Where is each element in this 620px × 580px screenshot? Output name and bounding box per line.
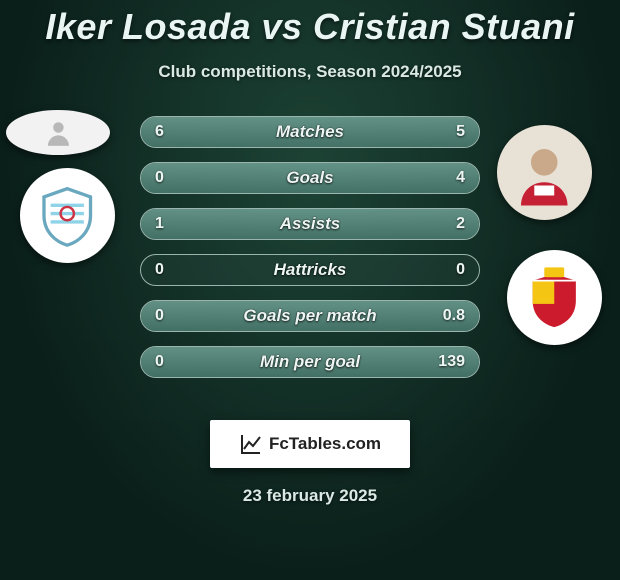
shield-icon	[521, 264, 588, 331]
shield-icon	[34, 182, 101, 249]
brand-badge: FcTables.com	[210, 420, 410, 468]
user-icon	[22, 117, 95, 149]
stat-value-left: 6	[155, 123, 164, 141]
stat-value-right: 2	[456, 215, 465, 233]
brand-label: FcTables.com	[269, 434, 381, 454]
stat-value-right: 5	[456, 123, 465, 141]
stat-value-left: 0	[155, 261, 164, 279]
stat-value-left: 0	[155, 353, 164, 371]
player-right-avatar	[497, 125, 592, 220]
stat-fill-right	[141, 301, 479, 331]
stat-fill-right	[253, 209, 479, 239]
date-label: 23 february 2025	[0, 486, 620, 506]
subtitle: Club competitions, Season 2024/2025	[0, 62, 620, 82]
stat-bars: 65Matches04Goals12Assists00Hattricks00.8…	[140, 116, 480, 378]
stat-fill-left	[141, 117, 324, 147]
page-title: Iker Losada vs Cristian Stuani	[0, 0, 620, 48]
stat-value-left: 0	[155, 307, 164, 325]
stat-value-right: 0.8	[443, 307, 465, 325]
stat-value-right: 0	[456, 261, 465, 279]
stat-value-right: 4	[456, 169, 465, 187]
stat-row: 00.8Goals per match	[140, 300, 480, 332]
stat-row: 12Assists	[140, 208, 480, 240]
stat-row: 0 0Hattricks	[140, 254, 480, 286]
stat-value-left: 0	[155, 169, 164, 187]
stat-row: 04Goals	[140, 162, 480, 194]
user-icon	[511, 139, 578, 206]
stat-row: 0139Min per goal	[140, 346, 480, 378]
chart-icon	[239, 432, 263, 456]
stat-fill-right	[141, 347, 479, 377]
comparison-stage: 65Matches04Goals12Assists00Hattricks00.8…	[0, 110, 620, 400]
stat-label: Hattricks	[141, 260, 479, 280]
stat-fill-right	[141, 163, 479, 193]
club-right-badge	[507, 250, 602, 345]
stat-row: 65Matches	[140, 116, 480, 148]
player-left-avatar	[6, 110, 110, 155]
club-left-badge	[20, 168, 115, 263]
stat-value-right: 139	[438, 353, 465, 371]
comparison-card: Iker Losada vs Cristian Stuani Club comp…	[0, 0, 620, 580]
stat-value-left: 1	[155, 215, 164, 233]
